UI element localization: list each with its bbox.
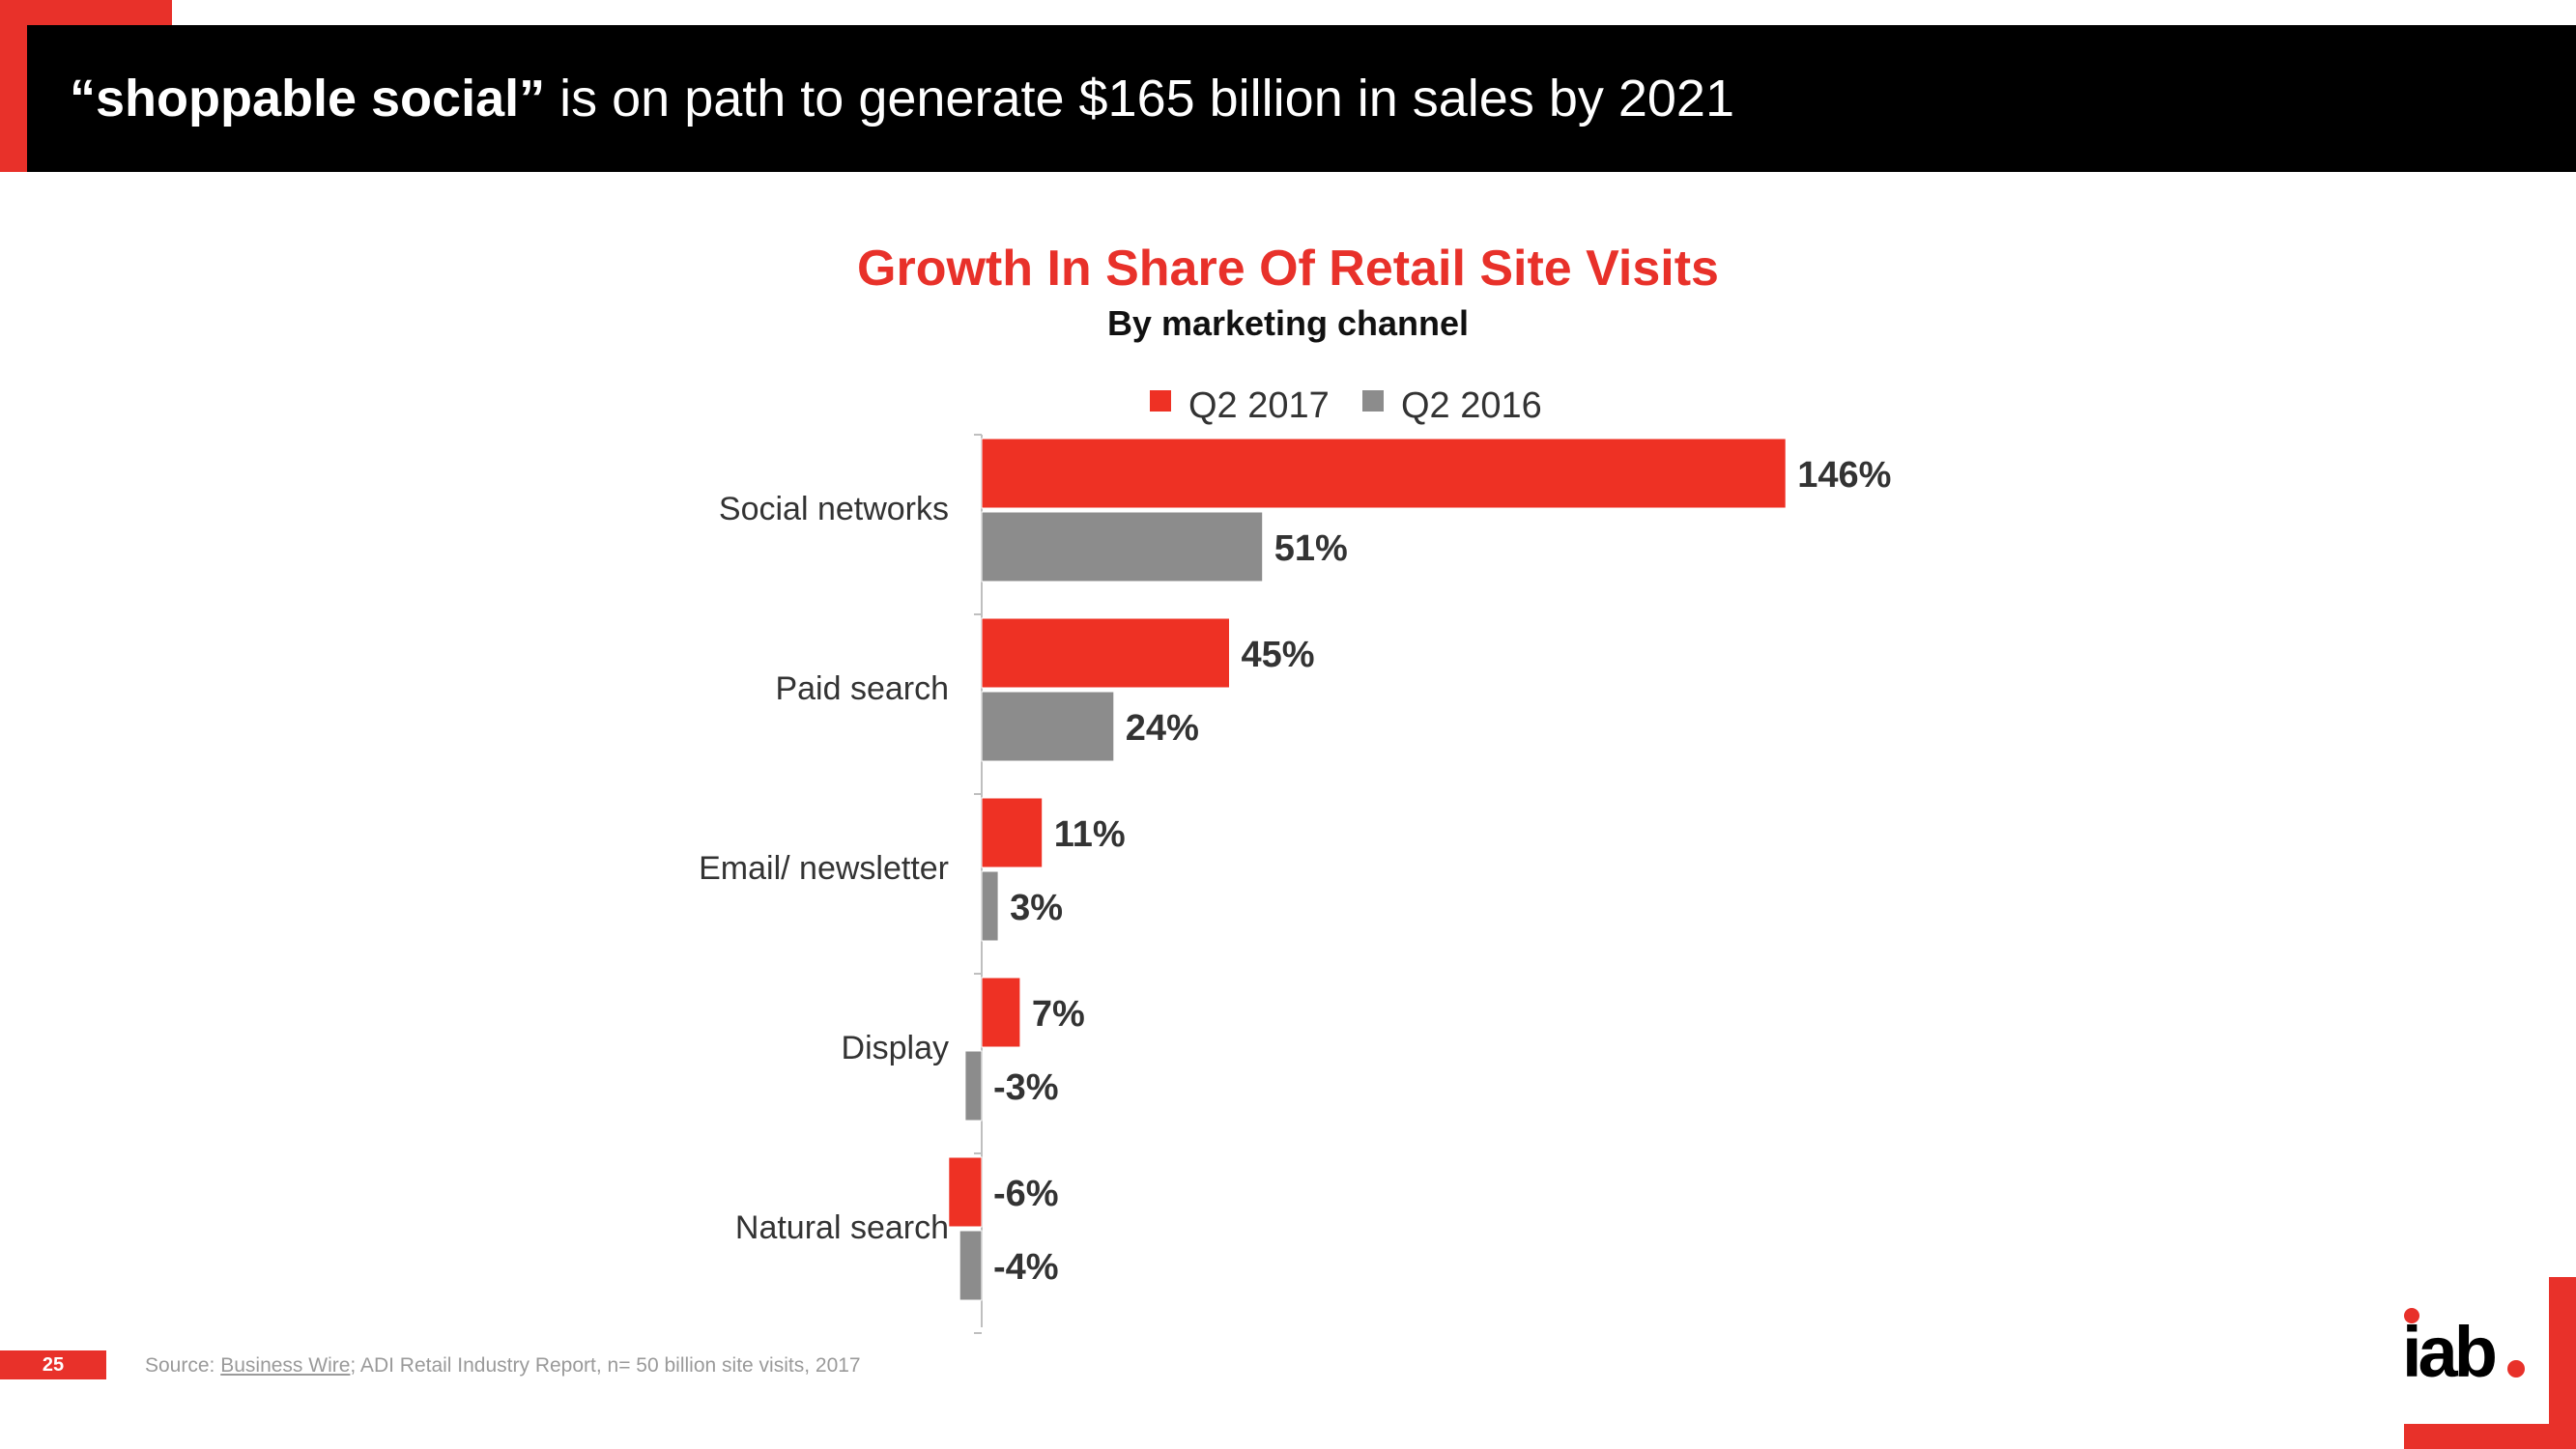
data-label-0-1: 45%	[1242, 635, 1315, 675]
source-link[interactable]: Business Wire	[220, 1354, 351, 1377]
data-label-0-3: 7%	[1032, 994, 1085, 1035]
page-title: “shoppable social” is on path to generat…	[70, 69, 1734, 128]
source-rest: ; ADI Retail Industry Report, n= 50 bill…	[350, 1354, 861, 1377]
corner-accent-left	[0, 0, 27, 172]
data-label-0-4: -6%	[993, 1174, 1059, 1214]
bar-0-4	[948, 1156, 983, 1228]
category-label-3: Display	[842, 1030, 949, 1066]
bar-1-4	[959, 1230, 983, 1301]
bar-1-1	[981, 691, 1115, 762]
source-note: Source: Business Wire; ADI Retail Indust…	[145, 1354, 861, 1378]
legend-label-0: Q2 2017	[1188, 385, 1330, 426]
logo-period-icon	[2507, 1360, 2525, 1378]
bar-0-0	[981, 438, 1787, 509]
category-label-4: Natural search	[735, 1209, 949, 1246]
data-label-1-3: -3%	[993, 1067, 1059, 1108]
page-number: 25	[0, 1350, 106, 1379]
data-label-1-0: 51%	[1274, 528, 1348, 569]
category-label-1: Paid search	[775, 670, 949, 707]
data-label-1-4: -4%	[993, 1247, 1059, 1288]
data-label-1-2: 3%	[1010, 888, 1063, 928]
data-label-0-0: 146%	[1797, 455, 1891, 496]
category-label-0: Social networks	[719, 491, 949, 527]
bar-1-3	[964, 1050, 983, 1122]
chart-title: Growth In Share Of Retail Site Visits	[857, 241, 1719, 297]
data-label-0-2: 11%	[1054, 814, 1126, 855]
bar-0-3	[981, 977, 1021, 1048]
logo-text: iab	[2402, 1312, 2496, 1391]
chart-subtitle: By marketing channel	[1106, 303, 1470, 343]
category-label-2: Email/ newsletter	[699, 850, 949, 887]
legend-label-1: Q2 2016	[1401, 385, 1542, 426]
iab-logo: iab	[2402, 1308, 2525, 1391]
bar-1-0	[981, 511, 1264, 582]
source-prefix: Source:	[145, 1354, 221, 1377]
corner-accent-right	[2549, 1277, 2576, 1449]
logo-dot-icon	[2404, 1308, 2419, 1323]
header-bar: “shoppable social” is on path to generat…	[27, 25, 2576, 172]
bar-0-1	[981, 617, 1230, 689]
page-title-rest: is on path to generate $165 billion in s…	[545, 70, 1734, 128]
page-title-bold: “shoppable social”	[70, 70, 546, 128]
legend-swatch-1	[1362, 390, 1384, 412]
bar-1-2	[981, 870, 999, 942]
bar-0-2	[981, 797, 1044, 868]
data-label-1-1: 24%	[1126, 708, 1199, 749]
corner-accent-top	[0, 0, 172, 25]
corner-accent-bottom	[2404, 1424, 2576, 1449]
legend-swatch-0	[1150, 390, 1171, 412]
